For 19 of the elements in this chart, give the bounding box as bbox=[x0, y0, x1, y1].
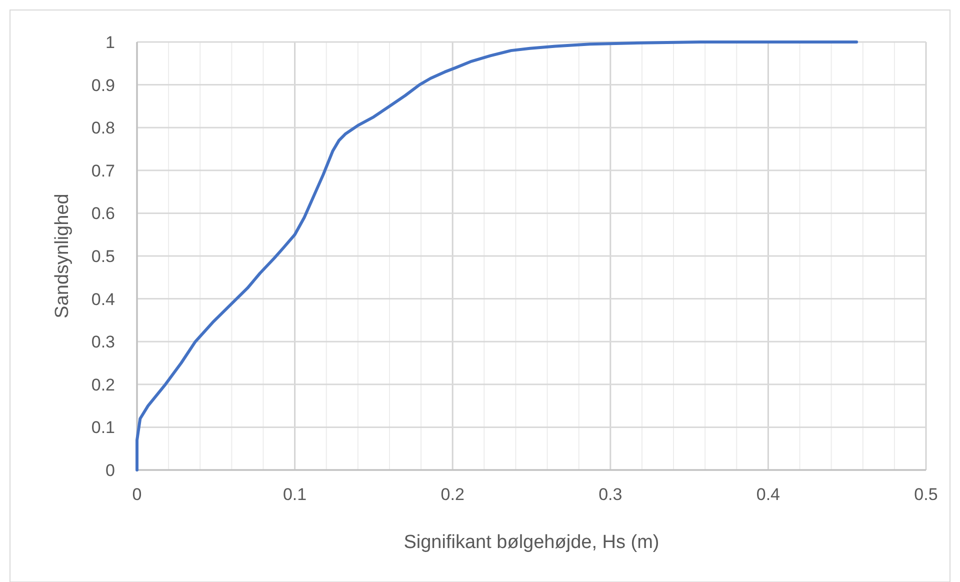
x-tick-label: 0.3 bbox=[598, 485, 622, 504]
y-tick-label: 0.1 bbox=[91, 418, 115, 438]
x-tick-label: 0.4 bbox=[756, 485, 780, 504]
x-axis-title: Signifikant bølgehøjde, Hs (m) bbox=[404, 532, 660, 553]
x-tick-label: 0.1 bbox=[282, 485, 307, 504]
y-tick-label: 0.9 bbox=[91, 76, 115, 95]
y-axis-title: Sandsynlighed bbox=[52, 194, 73, 318]
x-tick-label: 0 bbox=[132, 485, 142, 504]
y-tick-label: 0.5 bbox=[91, 246, 115, 266]
y-tick-label: 0 bbox=[106, 460, 115, 480]
x-tick-label: 0.5 bbox=[914, 485, 938, 504]
x-tick-label: 0.2 bbox=[440, 485, 464, 504]
y-tick-label: 0.6 bbox=[91, 204, 115, 224]
y-tick-label: 0.4 bbox=[91, 290, 115, 309]
y-tick-label: 0.3 bbox=[91, 332, 115, 352]
y-tick-label: 0.7 bbox=[91, 161, 115, 180]
y-tick-label: 0.2 bbox=[91, 375, 115, 394]
y-tick-label: 0.8 bbox=[91, 118, 115, 138]
y-tick-label: 1 bbox=[106, 32, 115, 52]
